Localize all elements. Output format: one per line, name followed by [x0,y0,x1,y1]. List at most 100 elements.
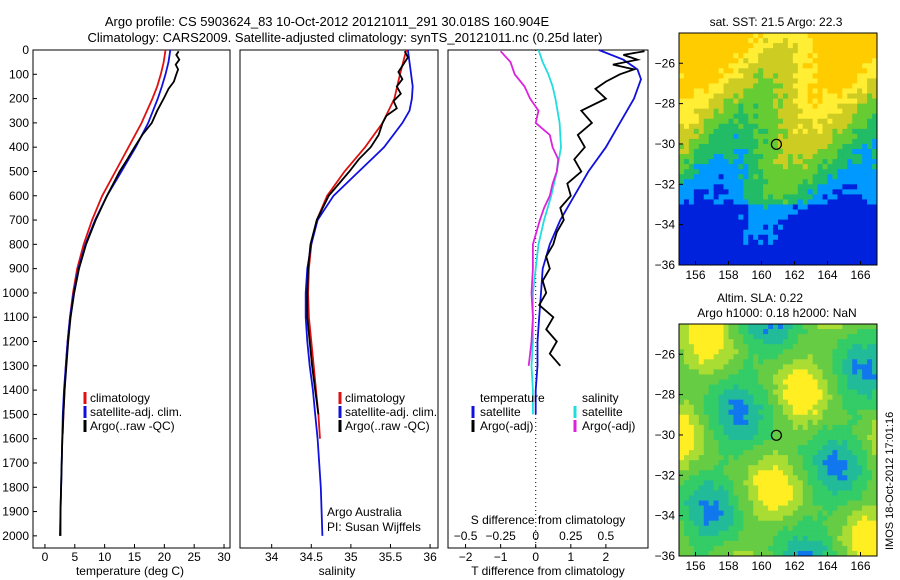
heatmap-cell [787,450,794,456]
heatmap-cell [679,480,685,486]
heatmap-cell [753,414,759,421]
heatmap-cell [827,179,833,185]
heatmap-cell [763,204,769,210]
heatmap-cell [688,480,695,486]
heatmap-cell [718,244,724,251]
heatmap-cell [827,78,833,84]
heatmap-cell [768,244,774,251]
heatmap-cell [837,359,843,365]
heatmap-cell [832,334,838,340]
heatmap-cell [857,440,863,446]
heatmap-cell [832,369,838,375]
heatmap-cell [862,530,868,537]
heatmap-cell [857,424,863,431]
heatmap-cell [782,550,789,557]
heatmap-cell [822,445,828,451]
heatmap-cell [827,68,833,74]
heatmap-cell [792,103,799,110]
heatmap-cell [703,429,710,436]
heatmap-cell [713,169,719,175]
heatmap-cell [753,149,759,155]
heatmap-cell [698,108,705,115]
heatmap-cell [698,214,705,221]
heatmap-cell [832,33,838,39]
heatmap-cell [852,149,858,155]
heatmap-cell [857,429,863,436]
heatmap-cell [847,123,853,130]
heatmap-cell [718,33,724,39]
heatmap-cell [837,334,843,340]
heatmap-cell [842,78,848,84]
heatmap-cell [758,364,764,370]
heatmap-cell [768,465,774,471]
heatmap-cell [738,184,744,190]
heatmap-cell [723,209,729,215]
heatmap-cell [782,470,789,476]
temperature-axis-label: temperature (deg C) [76,564,184,578]
heatmap-cell [827,174,833,180]
heatmap-cell [812,234,818,241]
heatmap-cell [862,525,868,532]
heatmap-cell [797,78,804,84]
heatmap-cell [688,249,695,256]
heatmap-cell [683,128,690,135]
heatmap-cell [857,470,863,476]
heatmap-cell [792,399,799,406]
heatmap-cell [837,254,843,261]
heatmap-cell [733,254,739,261]
heatmap-cell [802,128,809,135]
heatmap-cell [802,224,809,231]
heatmap-cell [797,440,804,446]
heatmap-cell [758,424,764,431]
heatmap-cell [778,53,784,59]
heatmap-cell [763,409,769,416]
heatmap-cell [827,480,833,486]
heatmap-cell [852,219,858,226]
heatmap-cell [802,169,809,175]
s-tick-label: 0 [532,529,539,543]
heatmap-cell [748,384,754,390]
heatmap-cell [708,500,715,506]
heatmap-cell [817,470,823,476]
heatmap-cell [698,103,705,110]
heatmap-cell [778,359,784,365]
heatmap-cell [797,249,804,256]
heatmap-cell [782,329,789,335]
heatmap-cell [773,470,779,476]
heatmap-cell [852,389,858,396]
heatmap-cell [733,63,739,69]
heatmap-cell [679,103,685,110]
heatmap-cell [679,440,685,446]
heatmap-cell [728,530,734,537]
heatmap-cell [679,249,685,256]
heatmap-cell [748,249,754,256]
heatmap-cell [753,244,759,251]
heatmap-cell [688,33,695,39]
heatmap-cell [778,108,784,115]
heatmap-cell [837,339,843,345]
heatmap-cell [713,68,719,74]
heatmap-cell [807,535,814,542]
heatmap-cell [817,58,823,64]
heatmap-cell [703,349,710,355]
heatmap-cell [782,244,789,251]
heatmap-cell [733,339,739,345]
heatmap-cell [713,249,719,256]
heatmap-cell [738,374,744,380]
heatmap-cell [683,204,690,210]
heatmap-cell [688,384,695,390]
heatmap-cell [738,394,744,401]
heatmap-cell [872,259,878,266]
heatmap-cell [778,68,784,74]
heatmap-cell [753,63,759,69]
heatmap-cell [763,490,769,496]
heatmap-cell [787,440,794,446]
heatmap-cell [773,485,779,491]
heatmap-cell [763,485,769,491]
heatmap-cell [733,219,739,226]
heatmap-cell [842,58,848,64]
heatmap-cell [817,550,823,557]
heatmap-cell [782,154,789,160]
heatmap-cell [862,123,868,130]
heatmap-cell [723,324,729,330]
